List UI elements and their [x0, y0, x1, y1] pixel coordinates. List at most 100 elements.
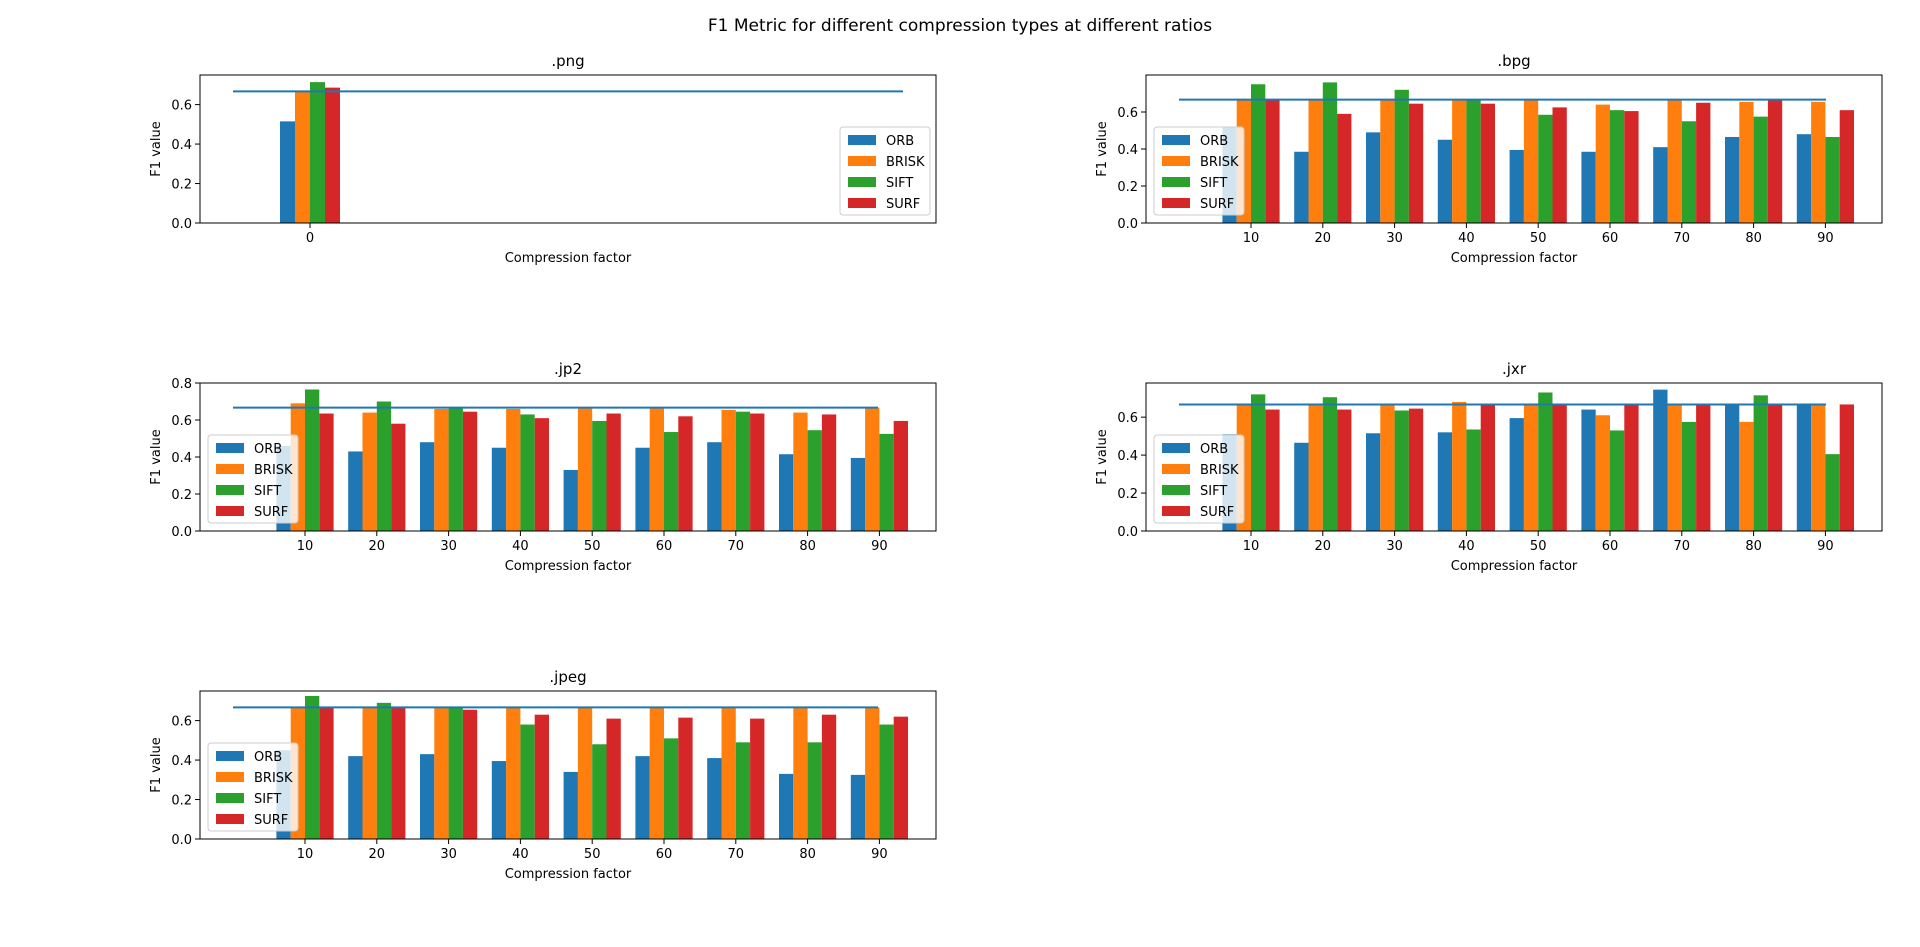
- y-tick-label: 0.6: [1117, 411, 1138, 426]
- x-tick-label: 10: [1243, 539, 1260, 554]
- bar-brisk-70: [1667, 99, 1682, 223]
- legend-frame: [207, 742, 299, 832]
- bar-surf-70: [1696, 404, 1711, 531]
- bar-orb-80: [779, 454, 794, 531]
- bar-brisk-90: [1811, 404, 1826, 531]
- subplot-title: .jpeg: [549, 668, 586, 686]
- bar-orb-60: [1581, 151, 1596, 223]
- x-tick-label: 70: [728, 847, 745, 862]
- legend-label-orb: ORB: [1200, 134, 1228, 149]
- bar-brisk-50: [577, 707, 593, 839]
- legend-swatch-sift: [216, 485, 244, 495]
- x-tick-label: 80: [799, 539, 816, 554]
- subplot-jp2: 0.0 0.2 0.4 0.6 0.8 10 20 30 40 50 60 70 80 90 .jp2 Com…: [149, 360, 937, 574]
- bar-brisk-50: [1523, 404, 1539, 531]
- x-tick-label: 10: [1243, 231, 1260, 246]
- bar-sift-30: [448, 707, 463, 839]
- legend-swatch-sift: [848, 177, 876, 187]
- legend-label-brisk: BRISK: [1200, 463, 1239, 478]
- x-tick-label: 20: [1315, 231, 1332, 246]
- y-axis-label: F1 value: [1095, 429, 1110, 484]
- x-tick-label: 30: [440, 847, 457, 862]
- legend-swatch-orb: [848, 135, 876, 145]
- bar-brisk-20: [362, 707, 377, 839]
- y-axis-label: F1 value: [149, 429, 164, 484]
- bar-brisk-80: [1739, 101, 1754, 223]
- y-tick-label: 0.6: [171, 715, 192, 730]
- x-tick-label: 70: [1674, 231, 1691, 246]
- legend-label-orb: ORB: [254, 750, 282, 765]
- legend-swatch-orb: [1162, 135, 1190, 145]
- bar-sift-90: [879, 433, 894, 532]
- x-tick-label: 90: [871, 847, 888, 862]
- bar-sift-70: [735, 411, 751, 531]
- bar-brisk-80: [793, 707, 808, 839]
- legend-swatch-brisk: [216, 464, 244, 474]
- bar-orb-40: [1437, 139, 1453, 223]
- bar-orb-70: [1653, 389, 1668, 531]
- bar-brisk-20: [1308, 99, 1323, 223]
- bar-sift-50: [592, 420, 607, 531]
- y-tick-label: 0.2: [1117, 180, 1138, 195]
- legend-label-sift: SIFT: [254, 792, 281, 807]
- legend-label-brisk: BRISK: [1200, 155, 1239, 170]
- legend-frame: [839, 126, 931, 216]
- bar-orb-90: [1796, 404, 1812, 531]
- bar-orb-20: [348, 756, 363, 839]
- bar-surf-40: [534, 714, 549, 839]
- bar-surf-20: [1337, 113, 1352, 223]
- subplot-png: 0.0 0.2 0.4 0.6 0 .png Compression factor F1 va…: [149, 52, 937, 266]
- y-tick-label: 0.2: [171, 488, 192, 503]
- bar-brisk-60: [1595, 104, 1610, 223]
- bar-surf-60: [678, 717, 693, 839]
- bar-sift-40: [1466, 99, 1481, 223]
- bar-sift-70: [1681, 421, 1697, 531]
- bar-surf-70: [750, 413, 765, 531]
- x-axis-label: Compression factor: [1451, 559, 1578, 574]
- bar-brisk-60: [649, 407, 664, 531]
- bar-orb-40: [491, 761, 507, 839]
- bar-sift-80: [1753, 116, 1768, 223]
- bar-surf-40: [534, 418, 549, 531]
- x-tick-label: 30: [1386, 539, 1403, 554]
- y-tick-label: 0.0: [1117, 525, 1138, 540]
- bar-surf-70: [750, 718, 765, 839]
- x-axis-label: Compression factor: [505, 559, 632, 574]
- bar-brisk-50: [577, 407, 593, 531]
- bar-surf-90: [893, 420, 908, 531]
- bar-orb-80: [1725, 404, 1740, 531]
- bar-surf-30: [462, 709, 478, 839]
- bar-surf-20: [1337, 409, 1352, 531]
- bar-surf-50: [1552, 404, 1567, 531]
- x-tick-label: 60: [656, 539, 673, 554]
- x-tick-label: 20: [369, 539, 386, 554]
- legend-swatch-sift: [1162, 485, 1190, 495]
- legend-swatch-brisk: [1162, 464, 1190, 474]
- bar-orb-90: [850, 457, 866, 531]
- bar-brisk-70: [721, 707, 736, 839]
- bar-orb-30: [420, 754, 435, 839]
- y-tick-label: 0.0: [171, 833, 192, 848]
- subplot-jpeg: 0.0 0.2 0.4 0.6 10 20 30 40 50 60 70 80 90 .jpeg Compr…: [149, 668, 937, 882]
- bar-sift-20: [376, 401, 392, 531]
- bar-surf-10: [1265, 409, 1280, 531]
- bar-surf-90: [893, 716, 908, 839]
- bar-sift-10: [1251, 394, 1266, 531]
- legend-swatch-surf: [848, 198, 876, 208]
- bar-sift-30: [448, 407, 463, 531]
- legend-swatch-orb: [216, 443, 244, 453]
- x-tick-label: 50: [584, 539, 601, 554]
- bar-orb-80: [779, 773, 794, 839]
- bar-orb-30: [1366, 433, 1381, 531]
- bar-sift-60: [664, 432, 679, 531]
- bar-surf-80: [1767, 99, 1783, 223]
- bar-sift-80: [1753, 395, 1768, 531]
- bar-surf-90: [1839, 404, 1854, 531]
- x-tick-label: 50: [584, 847, 601, 862]
- bar-sift-30: [1394, 410, 1409, 531]
- bar-orb-70: [707, 758, 722, 839]
- bar-sift-10: [305, 695, 320, 839]
- x-tick-label: 90: [871, 539, 888, 554]
- x-tick-label: 30: [1386, 231, 1403, 246]
